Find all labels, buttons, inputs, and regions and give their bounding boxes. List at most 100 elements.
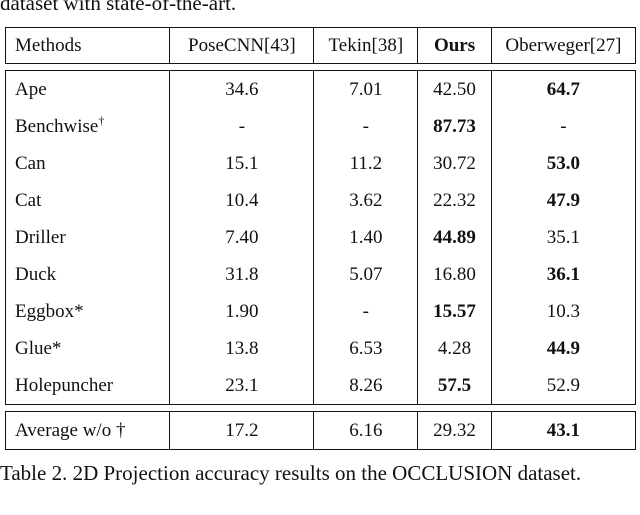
cell-value: 16.80	[433, 263, 476, 285]
table-row: Eggbox* 1.90 - 15.57 10.3	[4, 293, 637, 330]
cell-posecnn: 10.4	[169, 182, 315, 219]
cell-posecnn: 13.8	[169, 330, 315, 367]
average-row: Average w/o † 17.2 6.16 29.32 43.1	[4, 411, 637, 450]
cell-ours: 22.32	[417, 182, 492, 219]
table-row: Holepuncher 23.1 8.26 57.5 52.9	[4, 367, 637, 405]
cell-value: 53.0	[546, 152, 581, 174]
cell-oberweger: 36.1	[491, 256, 637, 293]
cell-oberweger: 52.9	[491, 367, 637, 405]
cell-oberweger: 47.9	[491, 182, 637, 219]
cell-value: Can	[15, 152, 46, 174]
average-cell-method: Average w/o †	[4, 411, 171, 450]
spacer-row	[6, 64, 636, 71]
cell-value: 3.62	[349, 189, 383, 211]
cell-posecnn: 23.1	[169, 367, 315, 405]
table-row: Glue* 13.8 6.53 4.28 44.9	[4, 330, 637, 367]
cell-tekin: 7.01	[313, 70, 419, 108]
cell-ours: 15.57	[417, 293, 492, 330]
cell-value: Cat	[15, 189, 42, 211]
cell-value: -	[238, 115, 246, 137]
cell-posecnn: 34.6	[169, 70, 315, 108]
cell-value: Benchwise	[15, 115, 99, 137]
cell-value: 31.8	[225, 263, 259, 285]
header-ours: Ours	[417, 27, 492, 64]
cell-value: 22.32	[433, 189, 476, 211]
cell-value: 36.1	[546, 263, 581, 285]
cell-method: Can	[4, 145, 171, 182]
cell-oberweger: 53.0	[491, 145, 637, 182]
cell-value: 8.26	[349, 374, 383, 396]
header-tekin: Tekin[38]	[313, 27, 419, 64]
cell-ours: 16.80	[417, 256, 492, 293]
cell-tekin: 1.40	[313, 219, 419, 256]
header-posecnn: PoseCNN[43]	[169, 27, 315, 64]
cell-method: Holepuncher	[4, 367, 171, 405]
cell-posecnn: -	[169, 108, 315, 145]
cell-method: Driller	[4, 219, 171, 256]
cell-oberweger: 10.3	[491, 293, 637, 330]
cell-value: 87.73	[433, 115, 476, 137]
cell-oberweger: 64.7	[491, 70, 637, 108]
cell-tekin: -	[313, 108, 419, 145]
cell-ours: 44.89	[417, 219, 492, 256]
average-cell-tekin: 6.16	[313, 411, 419, 450]
table-caption: Table 2. 2D Projection accuracy results …	[0, 461, 582, 485]
cell-value: Ape	[15, 78, 47, 100]
cell-value: 57.5	[437, 374, 472, 396]
cell-method: Ape	[4, 70, 171, 108]
cell-value: -	[362, 300, 369, 322]
cell-ours: 30.72	[417, 145, 492, 182]
table-header-row: Methods PoseCNN[43] Tekin[38] Ours Oberw…	[4, 27, 637, 64]
average-cell-posecnn: 17.2	[169, 411, 315, 450]
cell-posecnn: 31.8	[169, 256, 315, 293]
cell-value: Glue*	[15, 337, 62, 359]
cell-value: 13.8	[225, 337, 259, 359]
cell-method: Duck	[4, 256, 171, 293]
cell-value: 44.89	[433, 226, 476, 248]
table-row: Benchwise† - - 87.73 -	[4, 108, 637, 145]
cell-value: 47.9	[546, 189, 581, 211]
cell-method: Benchwise†	[4, 108, 171, 145]
table-row: Driller 7.40 1.40 44.89 35.1	[4, 219, 637, 256]
cell-value: 23.1	[225, 374, 259, 396]
cell-value: 15.57	[433, 300, 476, 322]
cell-tekin: 11.2	[313, 145, 419, 182]
spacer-row	[6, 405, 636, 412]
footnote-dagger: †	[98, 113, 105, 128]
cell-value: 10.4	[225, 189, 259, 211]
cell-value: 35.1	[546, 226, 581, 248]
table-row: Duck 31.8 5.07 16.80 36.1	[4, 256, 637, 293]
cell-value: -	[560, 115, 567, 137]
header-methods: Methods	[4, 27, 171, 64]
cell-tekin: 6.53	[313, 330, 419, 367]
cell-posecnn: 7.40	[169, 219, 315, 256]
cell-value: -	[362, 115, 369, 137]
cell-method: Cat	[4, 182, 171, 219]
cell-value: 7.40	[225, 226, 259, 248]
cell-method: Eggbox*	[4, 293, 171, 330]
cell-value: Driller	[15, 226, 66, 248]
cell-value: 5.07	[349, 263, 383, 285]
cell-value: 34.6	[225, 78, 259, 100]
cell-value: 1.90	[225, 300, 259, 322]
cell-ours: 42.50	[417, 70, 492, 108]
cell-value: Holepuncher	[15, 374, 114, 396]
header-oberweger: Oberweger[27]	[491, 27, 637, 64]
cell-oberweger: -	[491, 108, 637, 145]
cell-method: Glue*	[4, 330, 171, 367]
projection-accuracy-table: Methods PoseCNN[43] Tekin[38] Ours Oberw…	[4, 27, 637, 450]
cell-value: 52.9	[546, 374, 581, 396]
table-row: Can 15.1 11.2 30.72 53.0	[4, 145, 637, 182]
cell-value: 44.9	[546, 337, 581, 359]
cell-ours: 57.5	[417, 367, 492, 405]
cell-value: 4.28	[437, 337, 472, 359]
cell-value: 42.50	[433, 78, 476, 100]
cell-value: 11.2	[349, 152, 383, 174]
table-body: Ape 34.6 7.01 42.50 64.7 Benchwise† - - 87.73 - Ca…	[4, 64, 637, 450]
cell-oberweger: 35.1	[491, 219, 637, 256]
cell-ours: 87.73	[417, 108, 492, 145]
table-row: Cat 10.4 3.62 22.32 47.9	[4, 182, 637, 219]
cell-value: Duck	[15, 263, 57, 285]
cell-posecnn: 15.1	[169, 145, 315, 182]
cell-value: 7.01	[349, 78, 383, 100]
